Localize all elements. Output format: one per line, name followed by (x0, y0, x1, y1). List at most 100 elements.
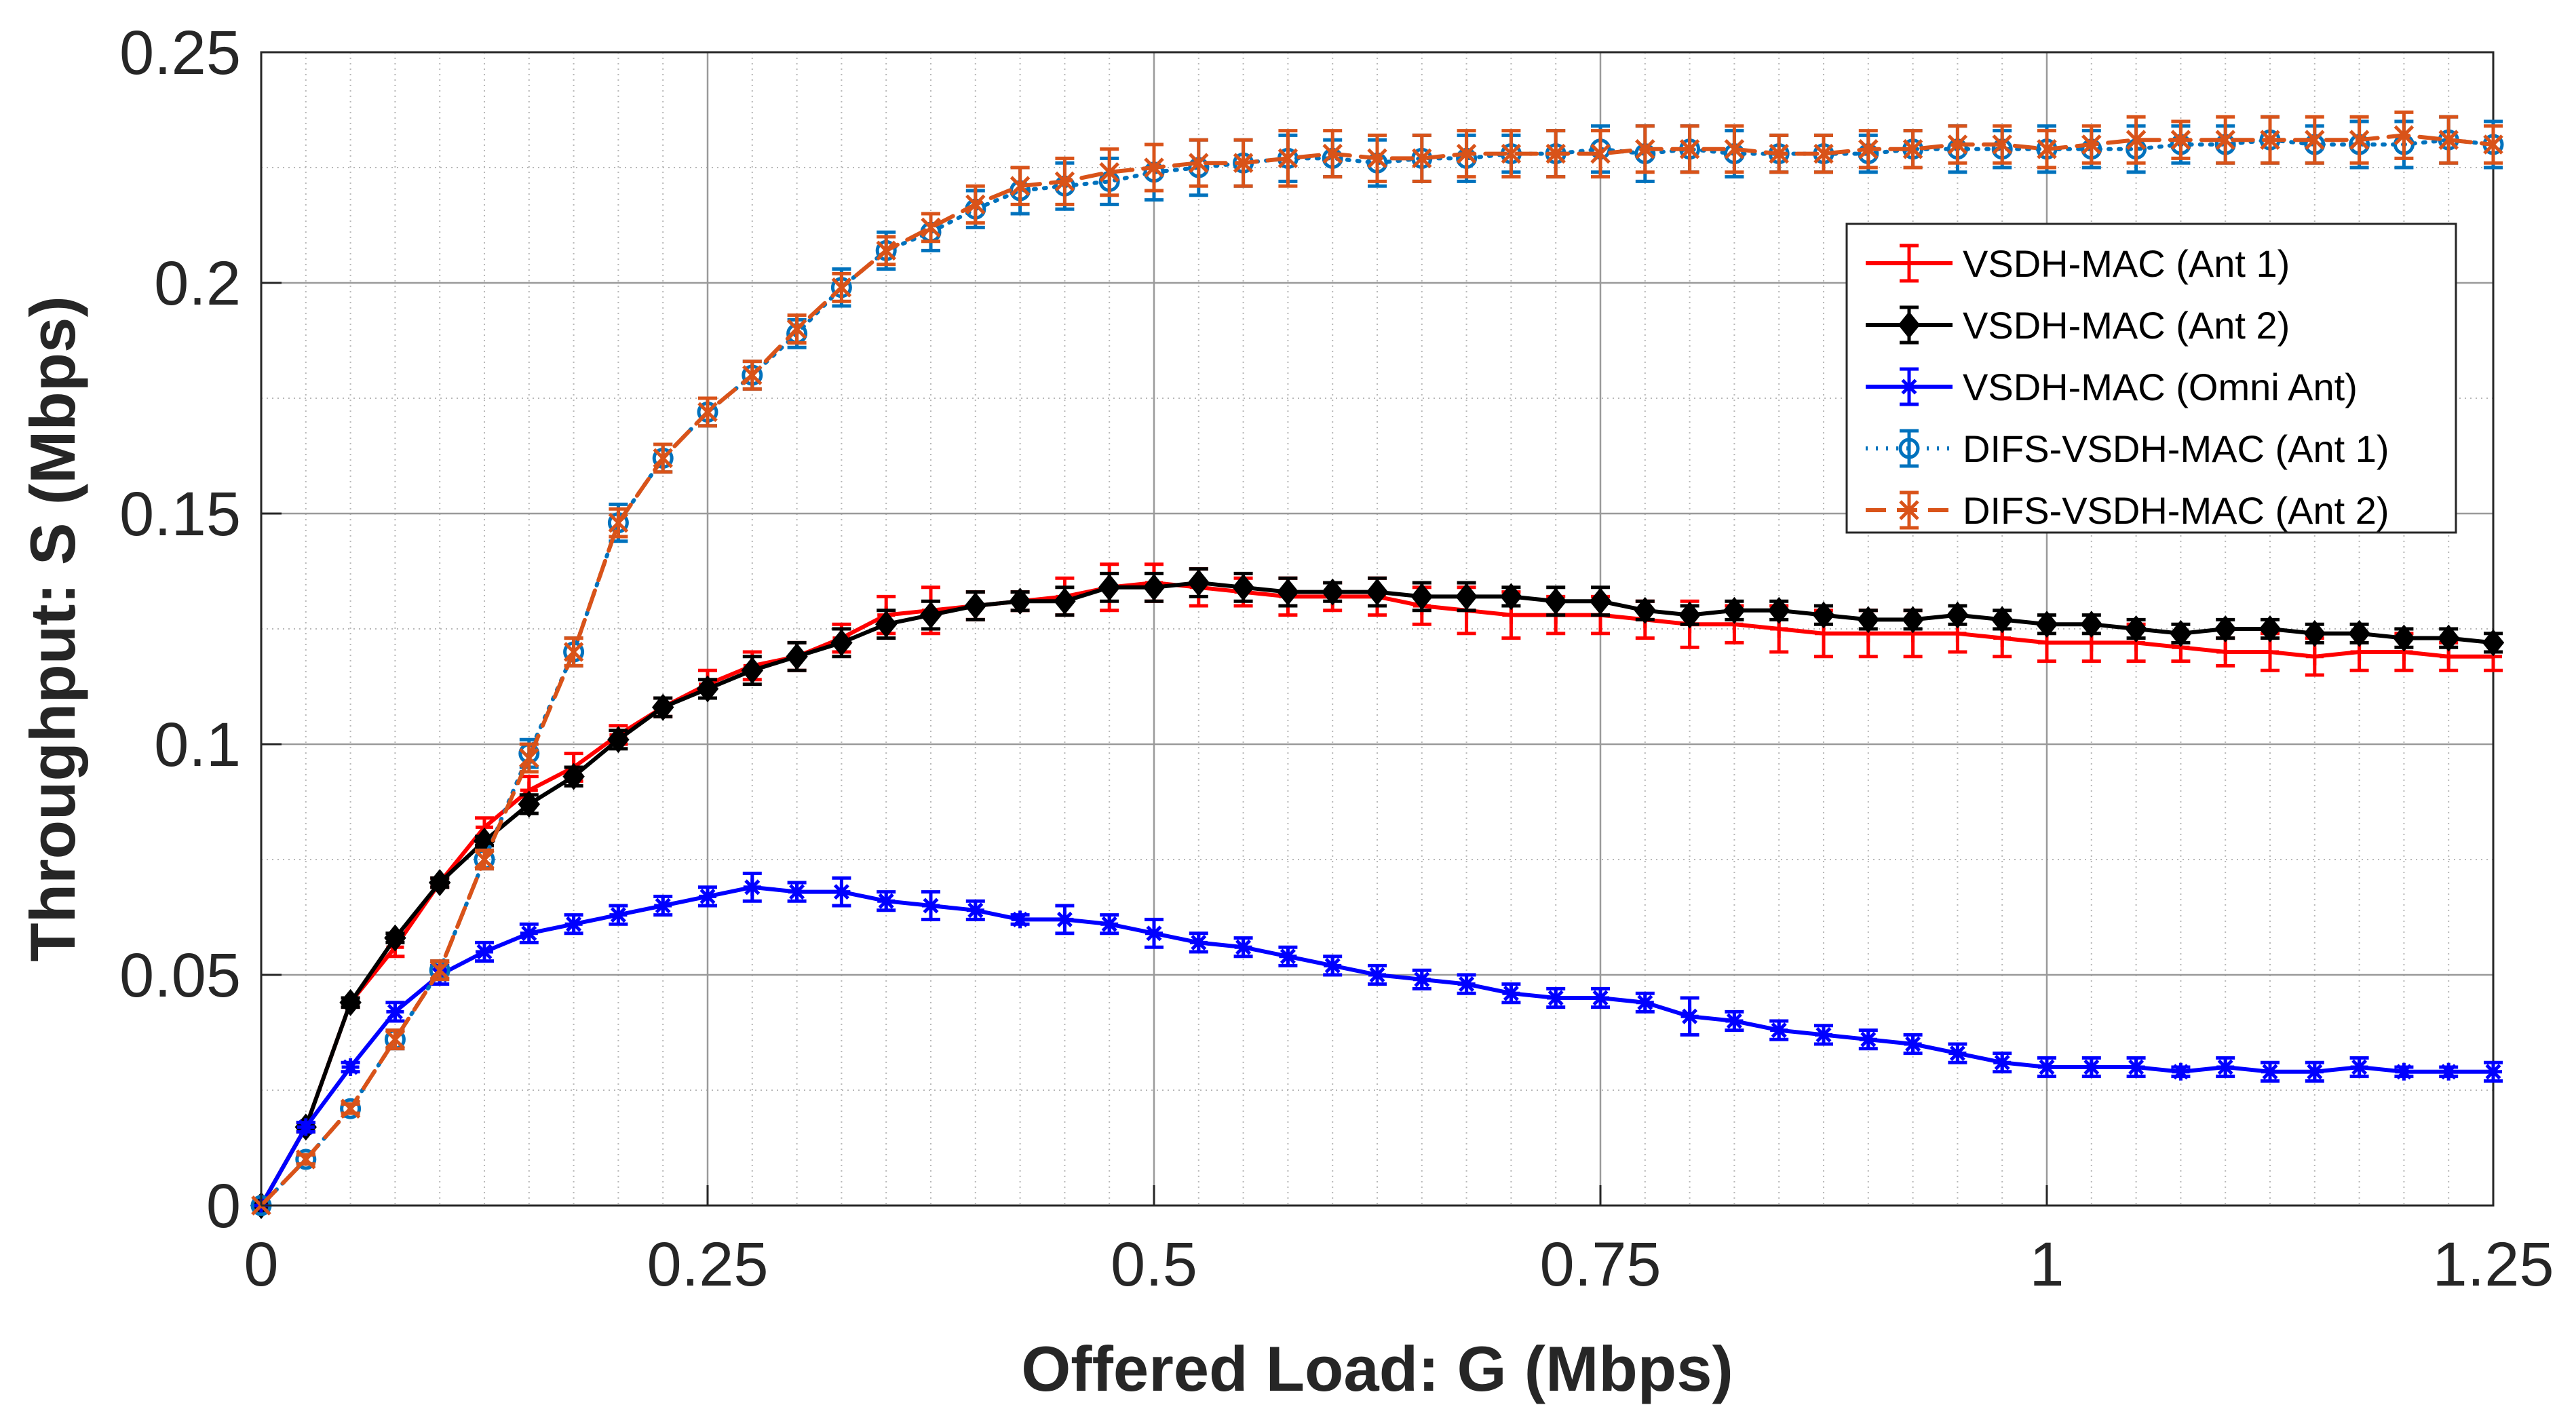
data-point (697, 402, 718, 423)
data-point (1054, 171, 1075, 192)
data-point (877, 892, 896, 910)
x-tick-label: 0 (244, 1230, 278, 1299)
data-point (743, 878, 761, 896)
data-point (2081, 134, 2102, 155)
data-point (2305, 1062, 2324, 1081)
data-point (1277, 578, 1299, 606)
data-point (2215, 130, 2235, 150)
data-point (919, 601, 942, 629)
x-tick-label: 0.75 (1539, 1230, 1661, 1299)
data-point (1144, 157, 1164, 178)
data-point (474, 849, 495, 870)
data-point (608, 512, 629, 533)
data-point (1634, 596, 1657, 624)
data-point (786, 319, 807, 339)
data-point (428, 869, 451, 896)
legend-items: VSDH-MAC (Ant 1) VSDH-MAC (Ant 2) VSDH-MAC… (1866, 242, 2389, 532)
data-point (788, 883, 806, 901)
data-point (429, 960, 450, 980)
data-point (831, 277, 852, 298)
data-point (1770, 1021, 1788, 1039)
x-tick-label: 0.25 (647, 1230, 768, 1299)
data-point (296, 1149, 316, 1170)
data-point (1324, 957, 1342, 975)
data-point (296, 1118, 315, 1136)
series-layer (250, 110, 2505, 1219)
legend-item: VSDH-MAC (Ant 1) (1866, 242, 2290, 285)
data-point (2350, 1058, 2368, 1076)
data-point (2037, 139, 2057, 159)
data-point (1500, 583, 1522, 611)
data-point (564, 915, 583, 933)
data-point (874, 611, 898, 638)
data-point (1547, 989, 1565, 1007)
data-point (2126, 130, 2147, 150)
data-point (1859, 1030, 1877, 1049)
data-point (876, 240, 896, 261)
legend-label: VSDH-MAC (Ant 1) (1963, 242, 2290, 285)
data-point (1723, 596, 1746, 624)
x-axis-ticks: 0 0.25 0.5 0.75 1 1.25 (244, 1185, 2554, 1299)
y-axis-ticks: 0 0.05 0.1 0.15 0.2 0.25 (119, 18, 282, 1241)
data-point (1501, 143, 1522, 164)
data-point (2305, 647, 2324, 666)
legend-label: DIFS-VSDH-MAC (Ant 2) (1963, 489, 2389, 532)
data-point (1322, 143, 1343, 164)
data-point (2438, 130, 2459, 150)
legend-label: VSDH-MAC (Omni Ant) (1963, 366, 2358, 408)
data-point (2437, 624, 2460, 652)
data-point (2170, 619, 2192, 647)
data-point (1725, 1012, 1744, 1030)
data-point (1233, 153, 1254, 173)
legend-marker (1899, 500, 1919, 520)
data-point (1590, 143, 1611, 164)
data-point (1993, 1054, 2012, 1072)
data-point (1011, 910, 1029, 929)
legend-marker (1898, 438, 1920, 459)
data-point (1545, 143, 1566, 164)
legend-marker (1898, 311, 1921, 339)
x-tick-label: 1 (2029, 1230, 2064, 1299)
data-point (1589, 587, 1612, 615)
data-point (922, 897, 940, 914)
data-point (699, 887, 716, 906)
data-point (385, 1029, 406, 1049)
legend-item: DIFS-VSDH-MAC (Ant 2) (1866, 489, 2389, 532)
data-point (1232, 573, 1254, 601)
data-point (1456, 143, 1477, 164)
data-point (2349, 130, 2370, 150)
data-point (965, 194, 986, 215)
y-tick-label: 0.25 (119, 18, 241, 88)
data-point (1187, 569, 1210, 596)
plot-border (260, 51, 2495, 1207)
data-point (1189, 933, 1208, 952)
data-point (295, 1149, 317, 1170)
data-point (340, 1098, 362, 1119)
data-point (2395, 1062, 2413, 1081)
legend-box (1845, 223, 2457, 534)
data-point (2125, 615, 2147, 642)
series-vsdh-mac-omni-ant (252, 871, 2503, 1214)
data-point (1858, 139, 1879, 159)
legend-marker (1900, 254, 1918, 272)
data-point (2305, 130, 2325, 150)
legend-error-bar (1900, 429, 1919, 468)
data-point (2172, 1062, 2190, 1081)
data-point (2482, 629, 2505, 657)
legend-item: DIFS-VSDH-MAC (Ant 1) (1866, 427, 2389, 470)
data-point (1457, 975, 1476, 993)
data-point (1813, 143, 1834, 164)
data-point (341, 1058, 360, 1076)
data-point (2440, 1062, 2458, 1081)
data-point (1368, 966, 1386, 984)
data-point (830, 629, 853, 657)
y-tick-label: 0.1 (154, 710, 241, 779)
data-point (1412, 148, 1432, 169)
y-tick-label: 0.2 (154, 249, 241, 318)
data-point (2127, 1058, 2145, 1076)
data-point (384, 924, 406, 952)
data-point (1724, 139, 1745, 159)
data-point (2216, 643, 2235, 661)
legend-label: DIFS-VSDH-MAC (Ant 1) (1963, 427, 2389, 470)
